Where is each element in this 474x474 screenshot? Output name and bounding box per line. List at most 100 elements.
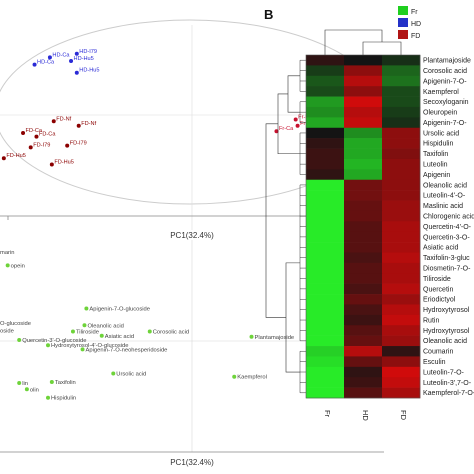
loading-point-label: marin bbox=[0, 250, 15, 256]
loading-point-label: Hydroxytyrosol-4'-O-glucoside bbox=[51, 343, 128, 349]
heatmap-row-label: Apigenin bbox=[423, 172, 450, 179]
score-plot-x-axis-label: PC1(32.4%) bbox=[170, 231, 214, 240]
heatmap-cell bbox=[382, 138, 421, 149]
score-point-label: Fr-Ca bbox=[279, 126, 294, 132]
loading-point bbox=[99, 333, 104, 338]
heatmap-row-label: Asiatic acid bbox=[423, 245, 459, 252]
heatmap-cell bbox=[344, 335, 383, 347]
heatmap-cell bbox=[344, 231, 383, 243]
score-point-label: FD-I79 bbox=[33, 142, 50, 148]
loading-point bbox=[17, 381, 22, 385]
row-dendrogram-branch bbox=[285, 262, 300, 373]
heatmap-cell bbox=[306, 377, 345, 388]
score-point-label: FD-Ca bbox=[26, 128, 43, 134]
row-dendrogram-branch bbox=[287, 75, 300, 113]
loading-point bbox=[46, 395, 50, 400]
score-point-label: FD-Hu5 bbox=[6, 153, 26, 159]
heatmap-column-label: FD bbox=[399, 410, 408, 421]
heatmap-cell bbox=[382, 273, 421, 284]
loading-point bbox=[49, 379, 54, 384]
heatmap-cell bbox=[382, 356, 421, 368]
panel-b-label: B bbox=[264, 7, 273, 22]
heatmap-cell bbox=[382, 262, 421, 274]
heatmap-cell bbox=[306, 283, 345, 295]
score-point-label: HD-Ca bbox=[37, 60, 55, 66]
heatmap-row-label: Oleanolic acid bbox=[423, 182, 467, 189]
loading-point bbox=[249, 334, 254, 339]
score-point-fd bbox=[34, 134, 39, 139]
heatmap-cell bbox=[344, 242, 383, 253]
heatmap-row-label: Quercetin-4'-O- bbox=[423, 224, 472, 231]
score-point-fd bbox=[51, 119, 56, 124]
column-dendrogram-branch bbox=[324, 29, 383, 55]
loading-point-label: Quercetin-3'-O-glucoside bbox=[22, 338, 86, 344]
heatmap-cell bbox=[344, 117, 383, 129]
heatmap-cell bbox=[344, 325, 383, 336]
heatmap-cell bbox=[306, 262, 345, 274]
heatmap-cell bbox=[382, 117, 421, 129]
heatmap-cell bbox=[382, 75, 421, 87]
legend-swatch-fr bbox=[398, 6, 408, 15]
heatmap-row-label: Corosolic acid bbox=[423, 68, 467, 75]
heatmap-cell bbox=[382, 231, 421, 243]
score-point-label: FD-Hu5 bbox=[54, 160, 74, 166]
group-legend: Fr HD FD bbox=[398, 6, 421, 40]
heatmap-cell bbox=[344, 127, 383, 139]
loading-point-label: O-glucoside bbox=[0, 321, 31, 327]
heatmap-cell bbox=[306, 335, 345, 347]
score-point-label: FD-I79 bbox=[70, 141, 87, 147]
heatmap-cell bbox=[344, 148, 383, 160]
heatmap-cell bbox=[306, 179, 345, 191]
heatmap-cell bbox=[306, 169, 345, 181]
loading-point bbox=[70, 329, 75, 334]
score-point-hd bbox=[47, 55, 52, 60]
heatmap-border bbox=[305, 54, 421, 399]
heatmap-cell bbox=[306, 346, 345, 357]
heatmap-cell bbox=[382, 252, 421, 264]
loading-point-label: Plantamajoside bbox=[255, 335, 295, 341]
heatmap-cell bbox=[306, 252, 345, 264]
heatmap-cell bbox=[344, 387, 383, 399]
heatmap-cell bbox=[306, 356, 345, 368]
heatmap-row-label: Kaempferol-7-O- bbox=[423, 390, 474, 397]
heatmap-row-label: Oleanolic acid bbox=[423, 338, 467, 345]
heatmap-cell bbox=[382, 96, 421, 108]
heatmap-row-label: Rutin bbox=[423, 317, 439, 324]
heatmap-cell bbox=[344, 158, 383, 170]
heatmap-row-label: Kaempferol bbox=[423, 89, 459, 96]
loading-point-label: Taxifolin bbox=[55, 380, 76, 386]
score-point-fr bbox=[293, 117, 298, 122]
heatmap-cell bbox=[382, 325, 421, 336]
heatmap-cell bbox=[344, 169, 383, 181]
heatmap-cell bbox=[382, 294, 421, 305]
heatmap-cell bbox=[344, 190, 383, 201]
score-point-fd bbox=[65, 143, 70, 148]
heatmap-row-label: Luteolin-7-O- bbox=[423, 369, 465, 376]
loading-point-label: Hispidulin bbox=[51, 396, 76, 402]
score-point-label: HD-Ca bbox=[52, 52, 70, 58]
heatmap-cell bbox=[306, 387, 345, 399]
heatmap-cell bbox=[344, 377, 383, 388]
heatmap-row-label: Luteolin-4'-O- bbox=[423, 193, 466, 200]
heatmap-cell bbox=[306, 138, 345, 149]
heatmap-cell bbox=[382, 366, 421, 378]
heatmap-cell bbox=[306, 190, 345, 201]
heatmap-row-label: Diosmetin-7-O- bbox=[423, 265, 471, 272]
loading-point bbox=[84, 306, 89, 311]
heatmap-row-label: Eriodictyol bbox=[423, 297, 456, 304]
legend-label-fd: FD bbox=[411, 33, 420, 40]
score-point-hd bbox=[32, 62, 37, 67]
loading-point-label: opein bbox=[11, 263, 25, 269]
heatmap-cell bbox=[344, 314, 383, 326]
loading-point-label: Apigenin-7-O-neohesperidoside bbox=[86, 347, 168, 353]
heatmap-cell bbox=[306, 55, 345, 66]
loading-point bbox=[24, 387, 29, 392]
heatmap-cell bbox=[306, 86, 345, 97]
heatmap-cell bbox=[306, 366, 345, 378]
heatmap-cell bbox=[382, 210, 421, 222]
heatmap-cell bbox=[382, 346, 421, 357]
heatmap-cell bbox=[382, 158, 421, 170]
row-dendrogram-branch bbox=[265, 123, 286, 318]
heatmap-cell bbox=[344, 304, 383, 316]
